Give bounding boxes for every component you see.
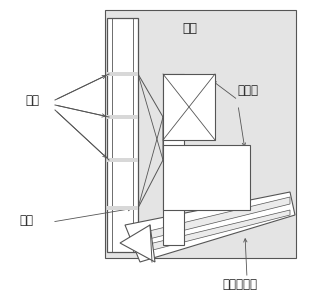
Bar bbox=[107, 18, 138, 252]
Bar bbox=[107, 206, 138, 210]
Polygon shape bbox=[125, 192, 295, 262]
Text: 刀盘: 刀盘 bbox=[25, 94, 39, 106]
Text: 刀盘臂: 刀盘臂 bbox=[238, 84, 258, 96]
Bar bbox=[163, 74, 215, 140]
Bar bbox=[163, 145, 250, 210]
Text: 孔道: 孔道 bbox=[19, 213, 33, 226]
Polygon shape bbox=[145, 210, 290, 252]
Polygon shape bbox=[145, 197, 290, 240]
Text: 螺旋排土器: 螺旋排土器 bbox=[222, 278, 258, 292]
Bar bbox=[163, 74, 184, 245]
Polygon shape bbox=[120, 225, 155, 262]
Polygon shape bbox=[138, 74, 163, 208]
Text: 土舱: 土舱 bbox=[183, 22, 197, 34]
Bar bbox=[107, 115, 138, 119]
Bar bbox=[105, 10, 296, 258]
Bar bbox=[107, 158, 138, 162]
Bar bbox=[107, 72, 138, 76]
